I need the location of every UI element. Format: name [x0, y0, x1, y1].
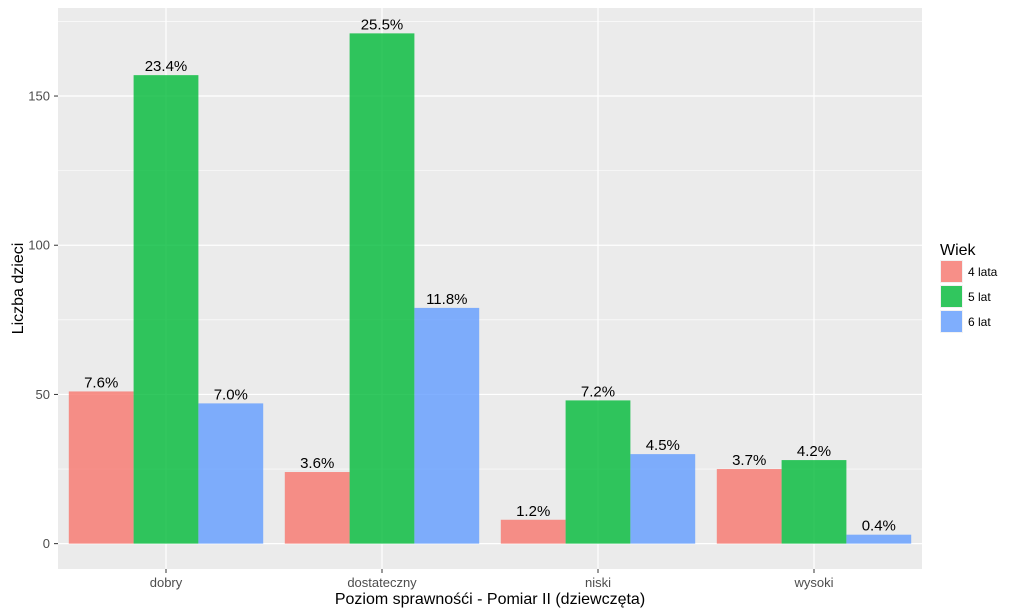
- x-tick-label: dobry: [150, 575, 183, 590]
- bar-value-label: 25.5%: [361, 16, 404, 33]
- y-tick-label: 150: [28, 89, 50, 104]
- bar: [500, 519, 566, 544]
- bar-value-label: 7.6%: [84, 374, 118, 391]
- legend-label: 4 lata: [968, 265, 998, 279]
- bar-value-label: 7.0%: [214, 386, 248, 403]
- y-tick-label: 50: [36, 387, 50, 402]
- bar: [630, 454, 696, 544]
- bar: [133, 75, 199, 544]
- bar: [349, 33, 415, 544]
- bar-value-label: 3.7%: [732, 452, 766, 469]
- bar-value-labels: 7.6% 23.4% 7.0% 3.6% 25.5% 11.8% 1.2% 7.2% 4.5% 3…: [84, 16, 896, 534]
- bar-value-label: 3.6%: [300, 455, 334, 472]
- bar: [414, 307, 480, 544]
- x-axis-title: Poziom sprawnośći - Pomiar II (dziewczęt…: [335, 591, 645, 608]
- bar-value-label: 4.2%: [797, 443, 831, 460]
- legend-key-5-lat: [941, 286, 962, 307]
- bar: [284, 472, 350, 544]
- bar: [846, 534, 912, 544]
- x-axis: dobry dostateczny niski wysoki: [150, 569, 834, 590]
- x-tick-label: dostateczny: [347, 575, 417, 590]
- bar: [781, 460, 847, 544]
- bar: [198, 403, 264, 544]
- x-tick-label: niski: [585, 575, 611, 590]
- legend-key-6-lat: [941, 311, 962, 332]
- legend-key-4-lata: [941, 261, 962, 282]
- y-tick-label: 0: [43, 536, 50, 551]
- legend-title: Wiek: [940, 242, 977, 259]
- bar-value-label: 7.2%: [581, 383, 615, 400]
- bars: [68, 33, 912, 544]
- y-axis-title: Liczba dzieci: [10, 243, 27, 335]
- legend-label: 6 lat: [968, 315, 991, 329]
- bar: [68, 391, 134, 544]
- bar-value-label: 11.8%: [426, 291, 467, 308]
- y-tick-label: 100: [28, 238, 50, 253]
- bar-value-label: 1.2%: [516, 503, 550, 520]
- legend: Wiek 4 lata 5 lat 6 lat: [940, 242, 998, 333]
- bar: [565, 400, 631, 544]
- bar-value-label: 0.4%: [862, 518, 896, 535]
- x-tick-label: wysoki: [793, 575, 833, 590]
- legend-label: 5 lat: [968, 290, 991, 304]
- bar-value-label: 4.5%: [646, 437, 680, 454]
- bar: [716, 469, 782, 544]
- y-axis: 0 50 100 150: [28, 89, 58, 551]
- bar-value-label: 23.4%: [145, 58, 188, 75]
